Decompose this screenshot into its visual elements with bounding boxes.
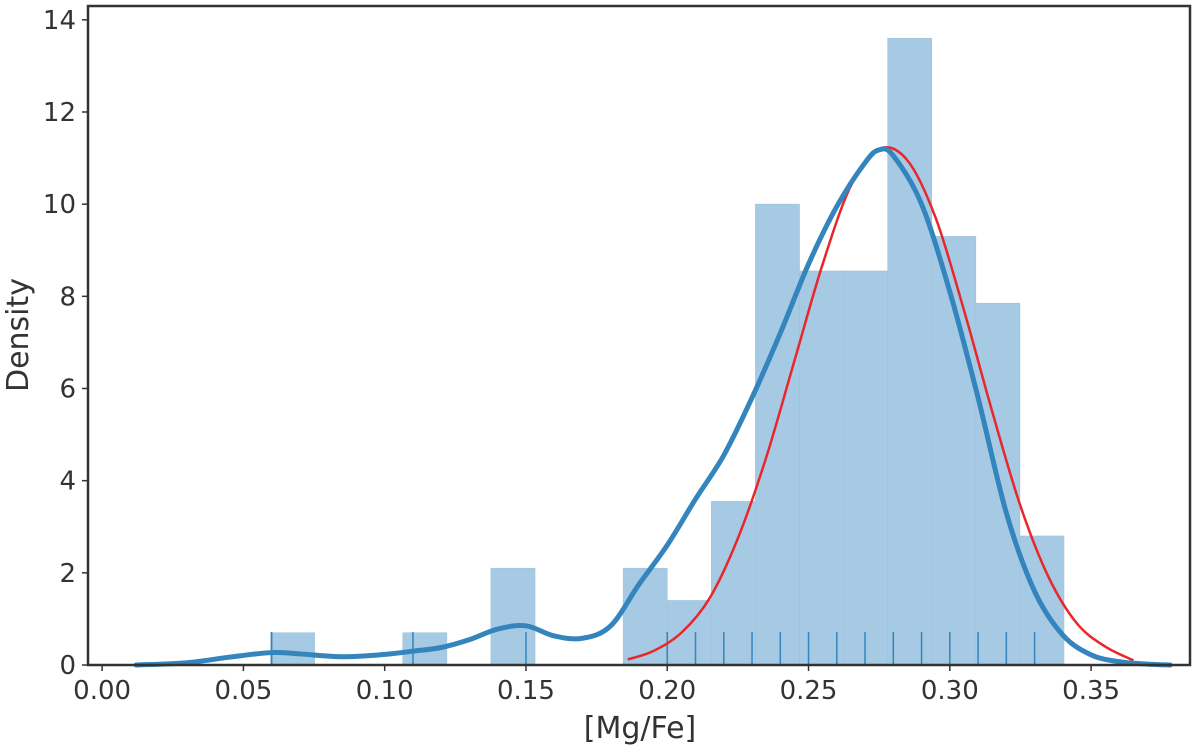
y-tick-label: 14 — [43, 6, 76, 36]
x-tick-label: 0.25 — [780, 676, 838, 706]
x-tick-label: 0.20 — [638, 676, 696, 706]
rug-ticks — [270, 632, 1036, 665]
x-tick-label: 0.35 — [1062, 676, 1120, 706]
histogram-bar — [799, 270, 844, 666]
histogram-bar — [666, 600, 712, 666]
histogram-bar — [755, 203, 800, 666]
histogram-bar — [490, 567, 536, 666]
y-tick-label: 0 — [59, 651, 76, 681]
y-axis-ticks: 0 2 4 6 8 10 12 14 — [43, 6, 88, 681]
kde-curve — [133, 146, 1173, 668]
x-tick-label: 0.10 — [356, 676, 414, 706]
curves — [133, 146, 1173, 668]
histogram-bar — [622, 567, 668, 666]
histogram-bar — [270, 632, 315, 666]
y-tick-label: 8 — [59, 282, 76, 312]
x-axis-label: [Mg/Fe] — [584, 711, 697, 746]
y-axis-label: Density — [1, 278, 36, 392]
y-tick-label: 12 — [43, 98, 76, 128]
y-tick-label: 4 — [59, 467, 76, 497]
x-tick-label: 0.00 — [73, 676, 131, 706]
histogram-bars — [270, 37, 1065, 666]
x-tick-label: 0.05 — [214, 676, 272, 706]
x-axis-ticks: 0.00 0.05 0.10 0.15 0.20 0.25 0.30 0.35 — [73, 665, 1120, 706]
y-tick-label: 10 — [43, 190, 76, 220]
plot-frame — [86, 4, 1192, 667]
histogram-bar — [887, 37, 933, 666]
histogram-bar — [843, 270, 888, 666]
y-tick-label: 2 — [59, 559, 76, 589]
x-tick-label: 0.15 — [497, 676, 555, 706]
x-tick-label: 0.30 — [921, 676, 979, 706]
y-tick-label: 6 — [59, 374, 76, 404]
